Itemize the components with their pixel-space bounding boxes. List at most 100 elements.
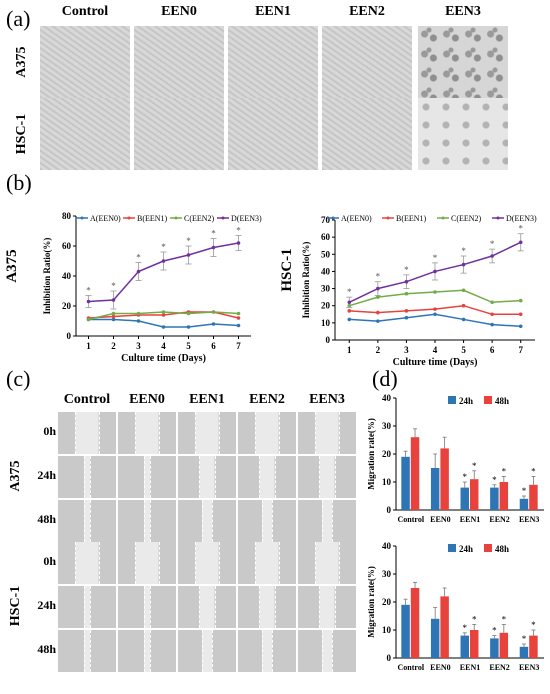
data-point <box>86 299 91 304</box>
y-tick-label: 0 <box>387 505 392 515</box>
data-point <box>236 311 241 316</box>
y-tick-label: 0 <box>387 653 392 663</box>
category-label: EEN1 <box>460 515 480 524</box>
category-label: EEN1 <box>460 663 480 672</box>
wound-image <box>58 500 116 542</box>
x-tick-label: 4 <box>161 341 166 351</box>
wound-time-label: 0h <box>43 424 56 438</box>
wound-edge-line <box>158 412 160 454</box>
legend-swatch <box>484 396 492 404</box>
legend-label: 48h <box>495 396 509 406</box>
data-point <box>404 309 409 313</box>
data-point <box>461 317 466 322</box>
bar <box>499 482 509 510</box>
wound-image <box>58 456 116 498</box>
data-point <box>490 322 494 327</box>
wound-edge-line <box>214 586 216 628</box>
wound-edge-line <box>149 586 151 628</box>
line-chart-a375: 0 20 40 60 80 1 2 3 4 5 6 7 Culture time (Days) Inhib… <box>4 211 262 364</box>
wound-time-label: 0h <box>43 554 56 568</box>
data-point <box>111 314 116 319</box>
wound-edge-line <box>144 586 146 628</box>
y-tick-label: 40 <box>62 271 72 281</box>
wound-edge-line <box>195 412 197 454</box>
wound-image <box>298 586 356 628</box>
wound-edge-line <box>321 500 323 542</box>
legend-marker <box>127 216 131 220</box>
micrograph-image <box>418 26 508 98</box>
legend-label: 48h <box>495 544 509 554</box>
data-point <box>186 253 191 257</box>
wound-column-header: EEN1 <box>189 392 225 407</box>
wound-image <box>298 456 356 498</box>
data-point <box>376 295 380 299</box>
x-tick-label: 1 <box>347 345 352 355</box>
micrograph-row-header: A375 <box>14 46 29 78</box>
wound-image <box>118 500 176 542</box>
wound-edge-line <box>75 412 77 454</box>
legend-label: B(EEN1) <box>396 214 427 223</box>
y-tick-label: 80 <box>62 211 72 221</box>
legend-marker <box>386 216 390 220</box>
data-point <box>111 311 116 316</box>
micrograph-column-header: EEN3 <box>445 4 481 19</box>
data-point <box>404 279 409 284</box>
y-tick-label: 30 <box>382 421 392 431</box>
wound-edge-line <box>149 500 151 542</box>
wound-edge-line <box>149 456 151 498</box>
data-point <box>461 288 466 293</box>
wound-edge-line <box>319 456 321 498</box>
bar <box>499 632 509 658</box>
wound-image <box>238 586 296 628</box>
data-point <box>161 259 166 263</box>
y-tick-label: 70 <box>321 215 331 225</box>
x-tick-label: 1 <box>86 341 91 351</box>
significance-star: * <box>490 239 495 249</box>
wound-edge-line <box>334 456 336 498</box>
wound-edge-line <box>319 586 321 628</box>
significance-star: * <box>376 272 381 282</box>
wound-edge-line <box>274 586 276 628</box>
data-point <box>236 323 241 328</box>
x-tick-label: 3 <box>136 341 141 351</box>
wound-edge-line <box>144 630 146 672</box>
y-tick-label: 10 <box>382 625 392 635</box>
bar <box>490 487 499 510</box>
significance-star: * <box>236 226 241 236</box>
y-tick-label: 40 <box>382 541 392 551</box>
y-tick-label: 20 <box>62 301 72 311</box>
chart-side-title: HSC-1 <box>279 248 295 291</box>
wound-image <box>118 412 176 454</box>
bar-chart-migration-hsc1: 0 10 20 30 40 Migration rate(%) 24h 48h Control E… <box>368 541 544 672</box>
x-tick-label: 2 <box>376 345 381 355</box>
wound-column-header: EEN2 <box>249 392 285 407</box>
y-axis-label: Migration rate(%) <box>368 566 376 638</box>
significance-star: * <box>531 466 536 476</box>
data-point <box>490 300 494 305</box>
wound-edge-line <box>218 412 220 454</box>
data-point <box>86 317 91 322</box>
wound-edge-line <box>201 500 203 542</box>
significance-star: * <box>211 229 216 239</box>
wound-image <box>118 586 176 628</box>
data-point <box>347 300 352 305</box>
wound-edge-line <box>135 542 137 584</box>
micrograph-column-header: EEN0 <box>161 4 197 19</box>
wound-edge-line <box>212 500 214 542</box>
micrograph-image <box>322 98 412 170</box>
wound-group-label: A375 <box>8 460 23 492</box>
legend-swatch <box>484 544 492 552</box>
bar <box>430 468 440 510</box>
wound-edge-line <box>89 500 91 542</box>
wound-image <box>298 500 356 542</box>
wound-image <box>118 630 176 672</box>
data-point <box>236 241 241 245</box>
y-tick-label: 30 <box>321 284 331 294</box>
significance-star: * <box>433 253 438 263</box>
data-point <box>490 312 494 317</box>
y-tick-label: 20 <box>382 449 392 459</box>
wound-edge-line <box>334 586 336 628</box>
data-point <box>518 324 523 329</box>
category-label: EEN2 <box>489 515 509 524</box>
significance-star: * <box>347 287 352 297</box>
